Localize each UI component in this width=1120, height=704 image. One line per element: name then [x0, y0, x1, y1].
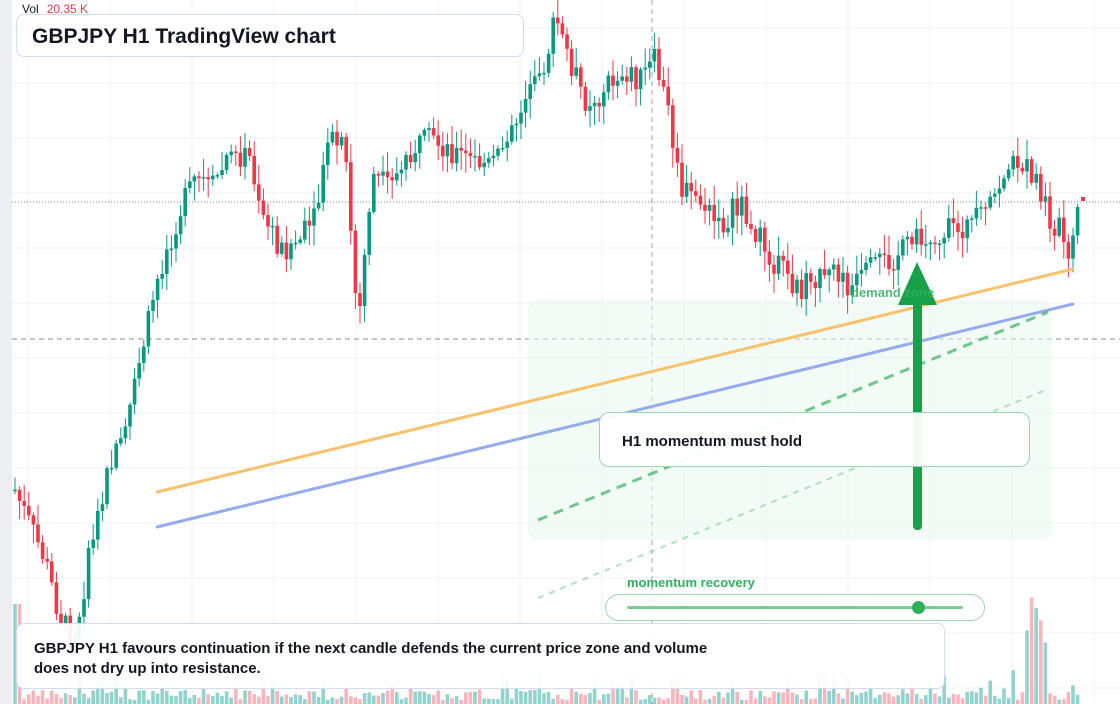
volume-readout: Vol 20.35 K: [22, 2, 88, 16]
momentum-recovery-label: momentum recovery: [627, 575, 755, 590]
momentum-callout: H1 momentum must hold: [599, 412, 1030, 467]
summary-text: GBPJPY H1 favours continuation if the ne…: [34, 640, 708, 677]
slider-track: [627, 606, 963, 609]
chart-title: GBPJPY H1 TradingView chart: [32, 25, 336, 48]
slider-knob[interactable]: [911, 601, 925, 614]
volume-label: Vol: [22, 2, 39, 16]
title-card: GBPJPY H1 TradingView chart: [16, 14, 524, 57]
momentum-recovery-slider[interactable]: [605, 594, 985, 621]
summary-card: GBPJPY H1 favours continuation if the ne…: [16, 623, 945, 689]
price-scale-rail[interactable]: [0, 0, 12, 704]
volume-value: 20.35 K: [46, 2, 89, 16]
demand-zone-label: demand zone: [851, 285, 935, 300]
momentum-callout-text: H1 momentum must hold: [622, 433, 803, 450]
